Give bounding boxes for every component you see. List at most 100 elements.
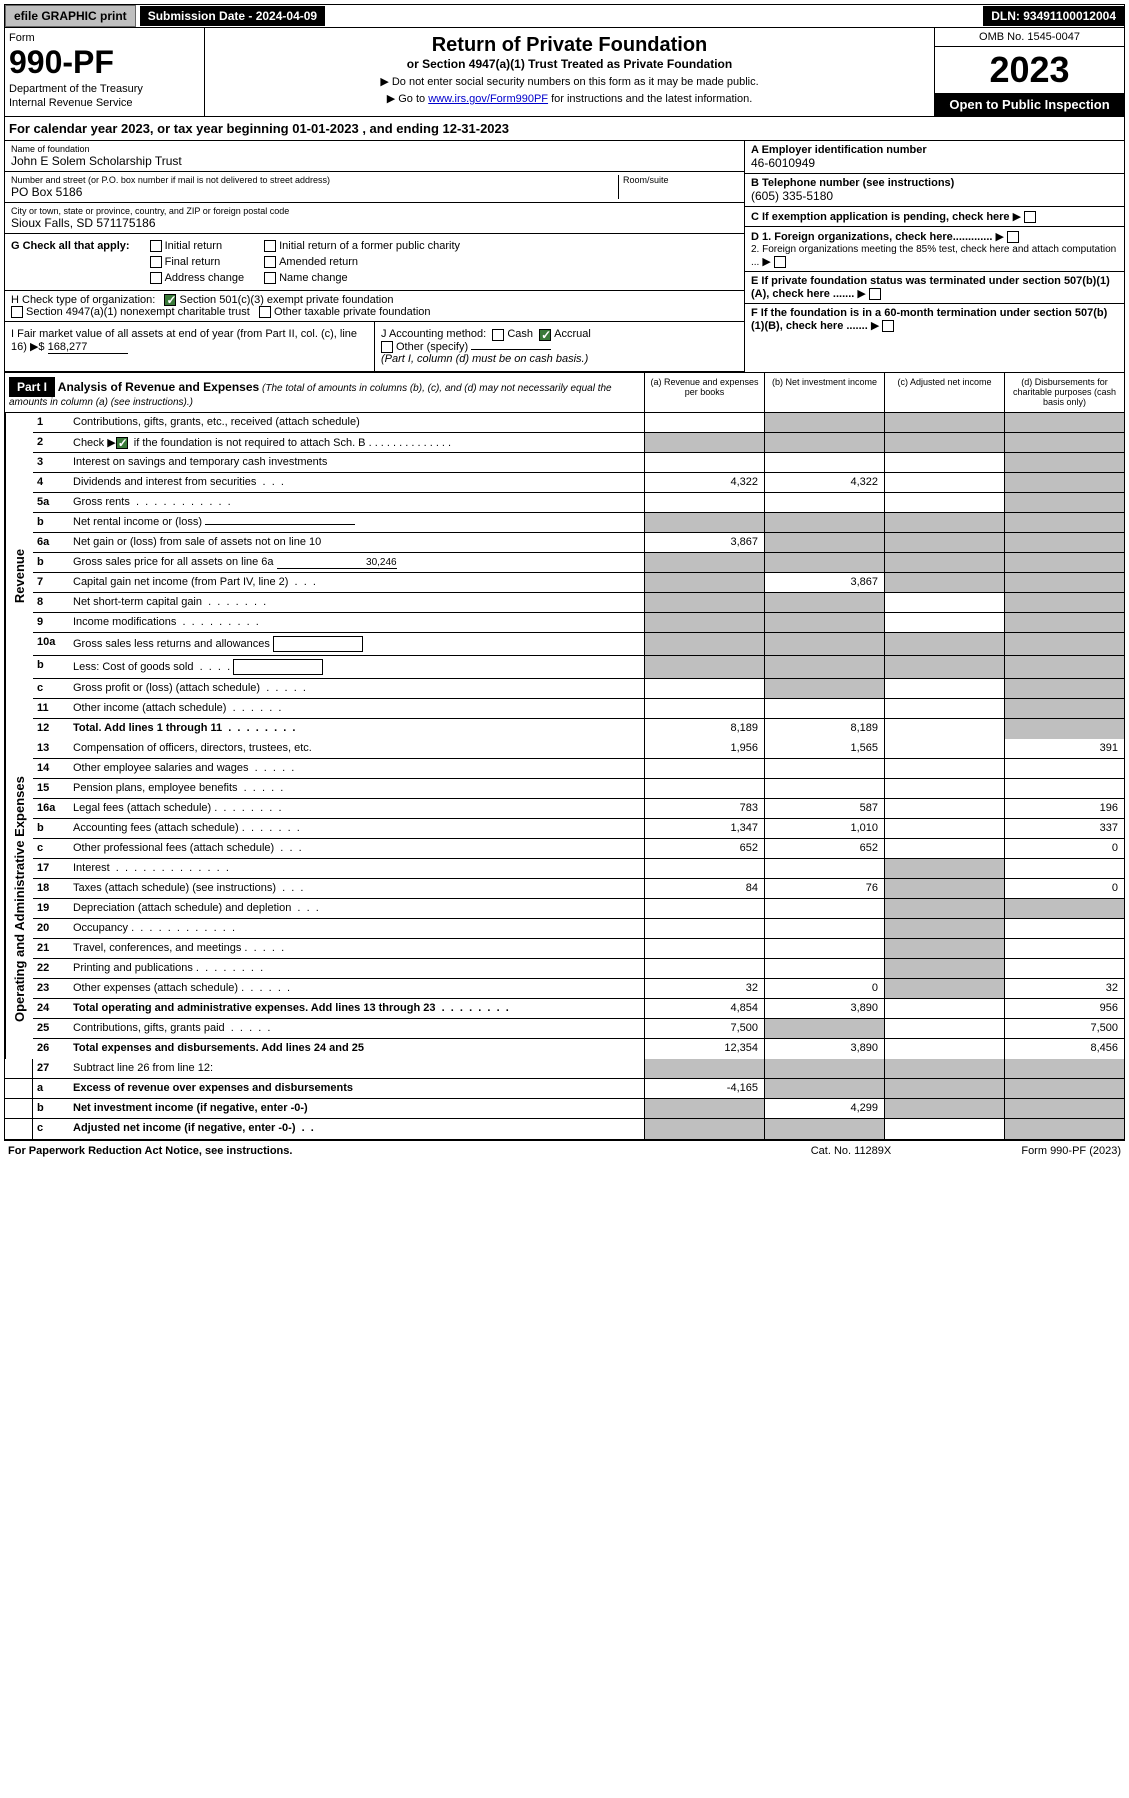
line-23: 23Other expenses (attach schedule) . . .… [33,979,1124,999]
e-check[interactable] [869,288,881,300]
addr-row: Number and street (or P.O. box number if… [5,172,744,203]
i-section: I Fair market value of all assets at end… [5,322,375,370]
f-row: F If the foundation is in a 60-month ter… [745,304,1124,335]
e-row: E If private foundation status was termi… [745,272,1124,304]
dept-irs: Internal Revenue Service [9,97,200,109]
g-final[interactable]: Final return [150,256,245,268]
line-9: 9Income modifications . . . . . . . . . [33,613,1124,633]
line-18: 18Taxes (attach schedule) (see instructi… [33,879,1124,899]
d1-label: D 1. Foreign organizations, check here..… [751,231,992,243]
line-21: 21Travel, conferences, and meetings . . … [33,939,1124,959]
j-section: J Accounting method: Cash Accrual Other … [375,322,744,370]
omb-number: OMB No. 1545-0047 [935,28,1124,47]
d1-check[interactable] [1007,231,1019,243]
line-26: 26Total expenses and disbursements. Add … [33,1039,1124,1059]
h-other[interactable]: Other taxable private foundation [259,306,431,318]
c-row: C If exemption application is pending, c… [745,207,1124,227]
e-label: E If private foundation status was termi… [751,275,1110,300]
j-accrual[interactable]: Accrual [539,328,591,340]
open-inspection: Open to Public Inspection [935,93,1124,116]
g-initial[interactable]: Initial return [150,240,245,252]
info-left: Name of foundation John E Solem Scholars… [5,141,744,372]
ij-row: I Fair market value of all assets at end… [5,322,744,371]
line-15: 15Pension plans, employee benefits . . .… [33,779,1124,799]
info-right: A Employer identification number 46-6010… [744,141,1124,372]
header-right: OMB No. 1545-0047 2023 Open to Public In… [934,28,1124,116]
line-8: 8Net short-term capital gain . . . . . .… [33,593,1124,613]
header-center: Return of Private Foundation or Section … [205,28,934,116]
tax-year: 2023 [935,47,1124,93]
form-header: Form 990-PF Department of the Treasury I… [4,28,1125,117]
line-11: 11Other income (attach schedule) . . . .… [33,699,1124,719]
dln: DLN: 93491100012004 [983,6,1124,26]
room-label: Room/suite [623,175,738,185]
footer: For Paperwork Reduction Act Notice, see … [4,1140,1125,1161]
header-left: Form 990-PF Department of the Treasury I… [5,28,205,116]
i-val: 168,277 [48,341,128,354]
b-val: (605) 335-5180 [751,189,1118,203]
line-10c: cGross profit or (loss) (attach schedule… [33,679,1124,699]
city-val: Sioux Falls, SD 571175186 [11,216,738,230]
name-row: Name of foundation John E Solem Scholars… [5,141,744,172]
line-6a: 6aNet gain or (loss) from sale of assets… [33,533,1124,553]
g-amended[interactable]: Amended return [264,256,460,268]
g-address[interactable]: Address change [150,272,245,284]
expenses-group: Operating and Administrative Expenses 13… [5,739,1124,1059]
line-22: 22Printing and publications . . . . . . … [33,959,1124,979]
line-14: 14Other employee salaries and wages . . … [33,759,1124,779]
b-label: B Telephone number (see instructions) [751,177,1118,189]
expenses-label: Operating and Administrative Expenses [5,739,33,1059]
c-check[interactable] [1024,211,1036,223]
footer-left: For Paperwork Reduction Act Notice, see … [8,1145,761,1157]
line-1: 1Contributions, gifts, grants, etc., rec… [33,413,1124,433]
form-label: Form [9,32,200,44]
line-16c: cOther professional fees (attach schedul… [33,839,1124,859]
a-row: A Employer identification number 46-6010… [745,141,1124,174]
form-subtitle: or Section 4947(a)(1) Trust Treated as P… [211,57,928,71]
line-25: 25Contributions, gifts, grants paid . . … [33,1019,1124,1039]
irs-link[interactable]: www.irs.gov/Form990PF [428,93,548,105]
j-label: J Accounting method: [381,328,486,340]
g-row: G Check all that apply: Initial return F… [5,234,744,291]
col-c-header: (c) Adjusted net income [884,373,1004,412]
part1-header-row: Part I Analysis of Revenue and Expenses … [4,373,1125,413]
d2-check[interactable] [774,256,786,268]
line-27b: bNet investment income (if negative, ent… [5,1099,1124,1119]
table-body: Revenue 1Contributions, gifts, grants, e… [4,413,1125,1140]
line-27c: cAdjusted net income (if negative, enter… [5,1119,1124,1139]
j-note: (Part I, column (d) must be on cash basi… [381,353,588,365]
col-a-header: (a) Revenue and expenses per books [644,373,764,412]
h-501c3[interactable]: Section 501(c)(3) exempt private foundat… [164,294,393,306]
h-4947[interactable]: Section 4947(a)(1) nonexempt charitable … [11,306,250,318]
form-container: efile GRAPHIC print Submission Date - 20… [0,0,1129,1165]
a-label: A Employer identification number [751,144,1118,156]
line-17: 17Interest . . . . . . . . . . . . . [33,859,1124,879]
d2-label: 2. Foreign organizations meeting the 85%… [751,244,1116,268]
j-other[interactable]: Other (specify) [381,341,468,353]
j-cash[interactable]: Cash [492,328,533,340]
form-title: Return of Private Foundation [211,34,928,57]
c-label: C If exemption application is pending, c… [751,211,1010,223]
revenue-group: Revenue 1Contributions, gifts, grants, e… [5,413,1124,739]
g-initial-former[interactable]: Initial return of a former public charit… [264,240,460,252]
dept-treasury: Department of the Treasury [9,83,200,95]
b-row: B Telephone number (see instructions) (6… [745,174,1124,207]
d-row: D 1. Foreign organizations, check here..… [745,227,1124,272]
efile-print[interactable]: efile GRAPHIC print [5,5,136,27]
addr-label: Number and street (or P.O. box number if… [11,175,618,185]
submission-date-label: Submission Date - 2024-04-09 [140,6,325,26]
line-5b: bNet rental income or (loss) [33,513,1124,533]
part1-label: Part I [9,377,55,397]
g-name-change[interactable]: Name change [264,272,460,284]
l2-check[interactable] [116,437,128,449]
info-section: Name of foundation John E Solem Scholars… [4,141,1125,373]
name-val: John E Solem Scholarship Trust [11,154,738,168]
inst2-post: for instructions and the latest informat… [548,93,752,105]
line-19: 19Depreciation (attach schedule) and dep… [33,899,1124,919]
line-4: 4Dividends and interest from securities … [33,473,1124,493]
line-10a: 10aGross sales less returns and allowanc… [33,633,1124,656]
line-3: 3Interest on savings and temporary cash … [33,453,1124,473]
h-row: H Check type of organization: Section 50… [5,291,744,322]
line-16a: 16aLegal fees (attach schedule) . . . . … [33,799,1124,819]
f-check[interactable] [882,320,894,332]
